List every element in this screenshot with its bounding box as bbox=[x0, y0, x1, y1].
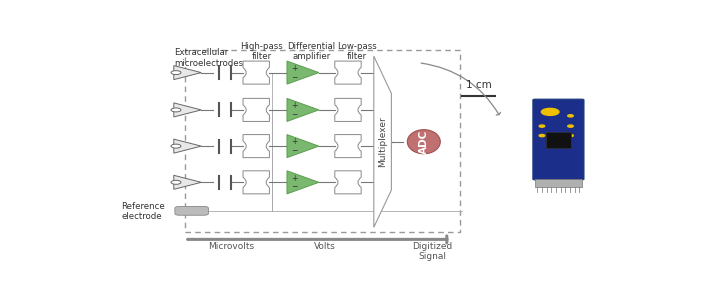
Polygon shape bbox=[287, 135, 319, 158]
PathPatch shape bbox=[335, 171, 361, 194]
Text: Reference
electrode: Reference electrode bbox=[122, 202, 165, 221]
FancyBboxPatch shape bbox=[533, 99, 584, 180]
Circle shape bbox=[568, 135, 574, 137]
Text: −: − bbox=[291, 182, 297, 192]
Text: Digitized
Signal: Digitized Signal bbox=[412, 242, 452, 261]
Polygon shape bbox=[287, 61, 319, 84]
Circle shape bbox=[171, 180, 181, 184]
Text: +: + bbox=[291, 64, 297, 73]
Polygon shape bbox=[174, 139, 201, 153]
Text: Microvolts: Microvolts bbox=[208, 242, 255, 251]
Text: Differential
amplifier: Differential amplifier bbox=[287, 42, 335, 61]
PathPatch shape bbox=[335, 61, 361, 84]
Circle shape bbox=[171, 144, 181, 148]
Circle shape bbox=[539, 135, 545, 137]
Polygon shape bbox=[174, 66, 201, 80]
Text: −: − bbox=[291, 73, 297, 82]
PathPatch shape bbox=[243, 135, 269, 158]
Text: Low-pass
filter: Low-pass filter bbox=[337, 42, 376, 61]
Text: Multiplexer: Multiplexer bbox=[378, 116, 387, 167]
Text: −: − bbox=[291, 110, 297, 119]
Circle shape bbox=[171, 71, 181, 75]
Polygon shape bbox=[287, 98, 319, 121]
Polygon shape bbox=[174, 103, 201, 117]
PathPatch shape bbox=[243, 61, 269, 84]
Polygon shape bbox=[287, 171, 319, 194]
Polygon shape bbox=[174, 175, 201, 189]
Circle shape bbox=[568, 115, 574, 117]
Ellipse shape bbox=[407, 130, 440, 154]
Text: ADC: ADC bbox=[419, 130, 429, 154]
PathPatch shape bbox=[243, 171, 269, 194]
Bar bbox=[547, 132, 571, 148]
Circle shape bbox=[568, 125, 574, 127]
Text: −: − bbox=[291, 146, 297, 155]
PathPatch shape bbox=[243, 98, 269, 121]
Bar bbox=[185, 50, 459, 232]
Circle shape bbox=[171, 108, 181, 112]
Polygon shape bbox=[374, 56, 391, 227]
PathPatch shape bbox=[335, 135, 361, 158]
PathPatch shape bbox=[335, 98, 361, 121]
Circle shape bbox=[542, 108, 559, 115]
Circle shape bbox=[539, 125, 545, 127]
Text: +: + bbox=[291, 174, 297, 183]
Text: Extracellular
microelectrodes: Extracellular microelectrodes bbox=[174, 48, 243, 68]
Text: +: + bbox=[291, 137, 297, 146]
Text: Volts: Volts bbox=[314, 242, 336, 251]
Text: 1 cm: 1 cm bbox=[466, 80, 491, 90]
Text: +: + bbox=[291, 101, 297, 110]
Text: High-pass
filter: High-pass filter bbox=[240, 42, 283, 61]
Bar bbox=[535, 179, 582, 187]
FancyBboxPatch shape bbox=[175, 206, 208, 215]
